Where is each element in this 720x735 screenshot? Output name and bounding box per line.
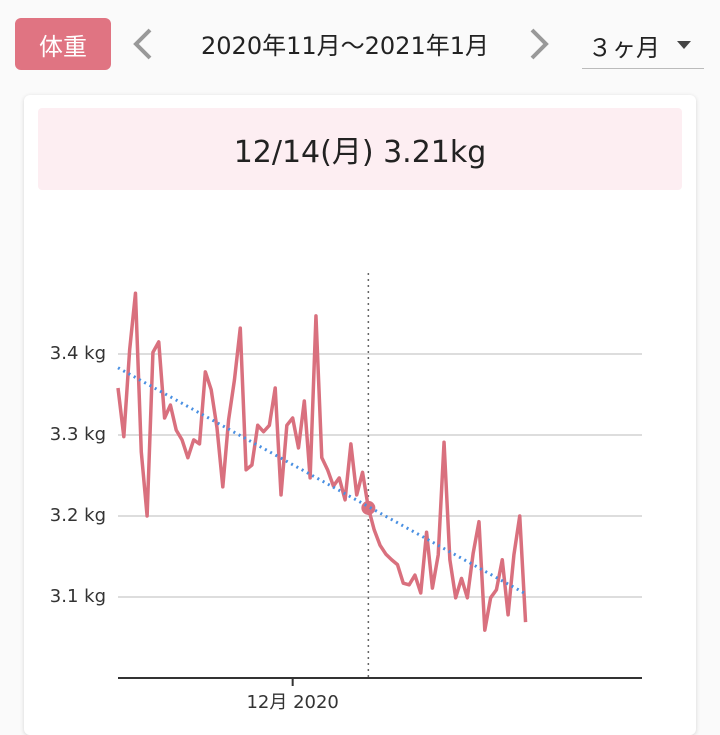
summary: 12/14(月) 3.21kg bbox=[38, 108, 682, 190]
chart: 3.1 kg 3.2 kg 3.3 kg 3.4 kg 12月 2020 bbox=[50, 273, 642, 713]
next-arrow[interactable] bbox=[530, 28, 549, 60]
period-label: 2020年11月〜2021年1月 bbox=[201, 32, 489, 60]
range-select[interactable]: ３ヶ月 bbox=[582, 22, 704, 69]
highlight-point bbox=[361, 500, 376, 515]
y-tick-label: 3.2 kg bbox=[50, 505, 106, 526]
card bbox=[24, 95, 696, 735]
x-tick-label: 12月 2020 bbox=[246, 692, 338, 713]
prev-arrow[interactable] bbox=[133, 28, 152, 60]
y-tick-label: 3.4 kg bbox=[50, 343, 106, 364]
screen: 体重 2020年11月〜2021年1月 ３ヶ月 12/14(月) 3.21kg … bbox=[15, 18, 704, 713]
tab-button[interactable]: 体重 bbox=[15, 18, 111, 70]
y-tick-label: 3.1 kg bbox=[50, 586, 106, 607]
trend-line bbox=[117, 366, 527, 596]
nav-icons bbox=[133, 28, 691, 60]
y-tick-label: 3.3 kg bbox=[50, 424, 106, 445]
dropdown-caret[interactable] bbox=[677, 41, 691, 49]
data-line bbox=[116, 291, 528, 632]
range-label: ３ヶ月 bbox=[588, 34, 660, 62]
